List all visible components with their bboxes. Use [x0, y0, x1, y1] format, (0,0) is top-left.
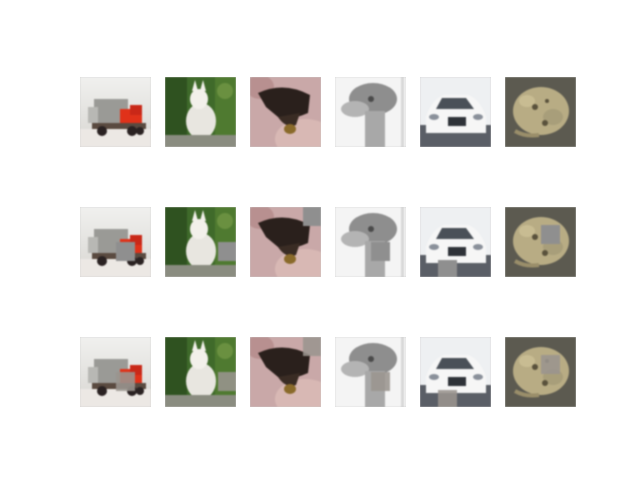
- reconstructed-toy-truck: [80, 337, 151, 407]
- original-frog-on-hand: [250, 77, 321, 147]
- masked-toad: [505, 207, 576, 277]
- reconstructed-patch: [303, 337, 321, 356]
- mask-patch: [438, 260, 457, 277]
- mask-patch: [218, 242, 236, 261]
- reconstructed-ostrich-head: [335, 337, 406, 407]
- original-toad: [505, 77, 576, 147]
- reconstructed-patch: [371, 372, 390, 391]
- reconstructed-patch: [438, 390, 457, 407]
- reconstructed-patch: [218, 372, 236, 391]
- reconstructed-patch: [541, 355, 560, 374]
- masked-toy-truck: [80, 207, 151, 277]
- reconstructed-toad: [505, 337, 576, 407]
- reconstructed-white-car: [420, 337, 491, 407]
- reconstructed-white-dog: [165, 337, 236, 407]
- masked-white-dog: [165, 207, 236, 277]
- masked-white-car: [420, 207, 491, 277]
- masked-ostrich-head: [335, 207, 406, 277]
- original-ostrich-head: [335, 77, 406, 147]
- mask-patch: [371, 242, 390, 261]
- masked-frog-on-hand: [250, 207, 321, 277]
- reconstructed-patch: [116, 372, 135, 391]
- original-white-car: [420, 77, 491, 147]
- original-toy-truck: [80, 77, 151, 147]
- reconstructed-frog-on-hand: [250, 337, 321, 407]
- mask-patch: [303, 207, 321, 226]
- mask-patch: [116, 242, 135, 261]
- original-white-dog: [165, 77, 236, 147]
- mask-patch: [541, 225, 560, 244]
